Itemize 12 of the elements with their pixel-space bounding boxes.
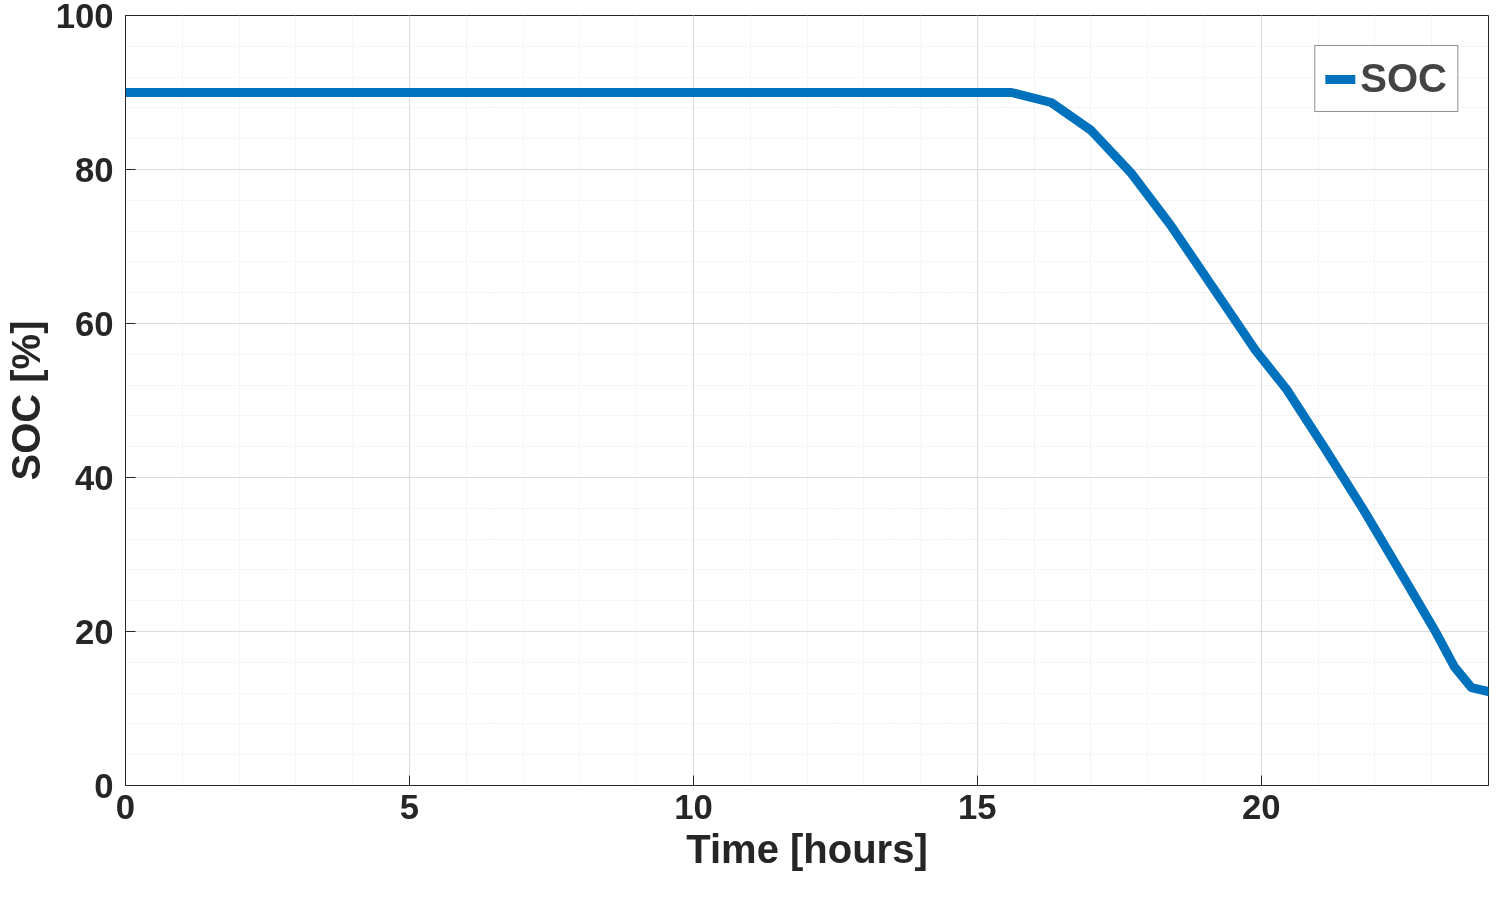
y-axis-title: SOC [%] [3,320,48,481]
y-tick-label: 80 [74,150,114,189]
legend-label: SOC [1360,56,1447,101]
y-tick-label: 60 [74,304,114,343]
y-tick-label: 20 [74,612,114,651]
x-tick-label: 10 [674,787,713,826]
x-tick-label: 5 [399,787,420,826]
x-axis-title: Time [hours] [686,826,928,871]
x-tick-label: 20 [1242,787,1281,826]
y-tick-label: 40 [74,458,114,497]
y-tick-label: 100 [55,0,114,35]
x-tick-label: 15 [958,787,997,826]
